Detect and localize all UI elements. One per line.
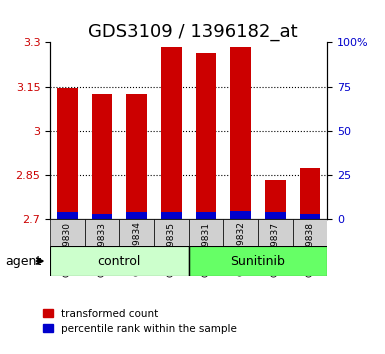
Bar <box>189 246 327 276</box>
FancyBboxPatch shape <box>85 219 119 246</box>
Bar <box>196 53 216 219</box>
Bar <box>126 212 147 219</box>
Bar <box>57 212 78 219</box>
Text: control: control <box>98 255 141 268</box>
FancyBboxPatch shape <box>119 219 154 246</box>
Text: Sunitinib: Sunitinib <box>231 255 285 268</box>
Text: GSM159830: GSM159830 <box>63 222 72 276</box>
Bar <box>300 168 320 219</box>
Text: GSM159833: GSM159833 <box>97 222 107 276</box>
FancyBboxPatch shape <box>223 219 258 246</box>
Bar <box>50 246 189 276</box>
Bar <box>57 88 78 219</box>
FancyBboxPatch shape <box>154 219 189 246</box>
Text: GSM159835: GSM159835 <box>167 222 176 276</box>
Text: GSM159832: GSM159832 <box>236 222 245 276</box>
Text: GSM159838: GSM159838 <box>305 222 315 276</box>
Bar <box>126 94 147 219</box>
Bar <box>92 94 112 219</box>
Text: agent: agent <box>5 255 41 268</box>
Text: GSM159831: GSM159831 <box>201 222 211 276</box>
Bar <box>161 47 182 219</box>
Bar <box>265 180 286 219</box>
Text: GDS3109 / 1396182_at: GDS3109 / 1396182_at <box>88 23 297 41</box>
Bar <box>300 214 320 219</box>
Text: GSM159837: GSM159837 <box>271 222 280 276</box>
Bar <box>161 212 182 219</box>
Text: GSM159834: GSM159834 <box>132 222 141 276</box>
Legend: transformed count, percentile rank within the sample: transformed count, percentile rank withi… <box>38 304 241 338</box>
Bar <box>230 211 251 219</box>
Bar <box>196 212 216 219</box>
FancyBboxPatch shape <box>189 219 223 246</box>
FancyBboxPatch shape <box>293 219 327 246</box>
FancyBboxPatch shape <box>50 219 85 246</box>
Bar <box>230 47 251 219</box>
Bar <box>92 213 112 219</box>
FancyBboxPatch shape <box>258 219 293 246</box>
Bar <box>265 212 286 219</box>
